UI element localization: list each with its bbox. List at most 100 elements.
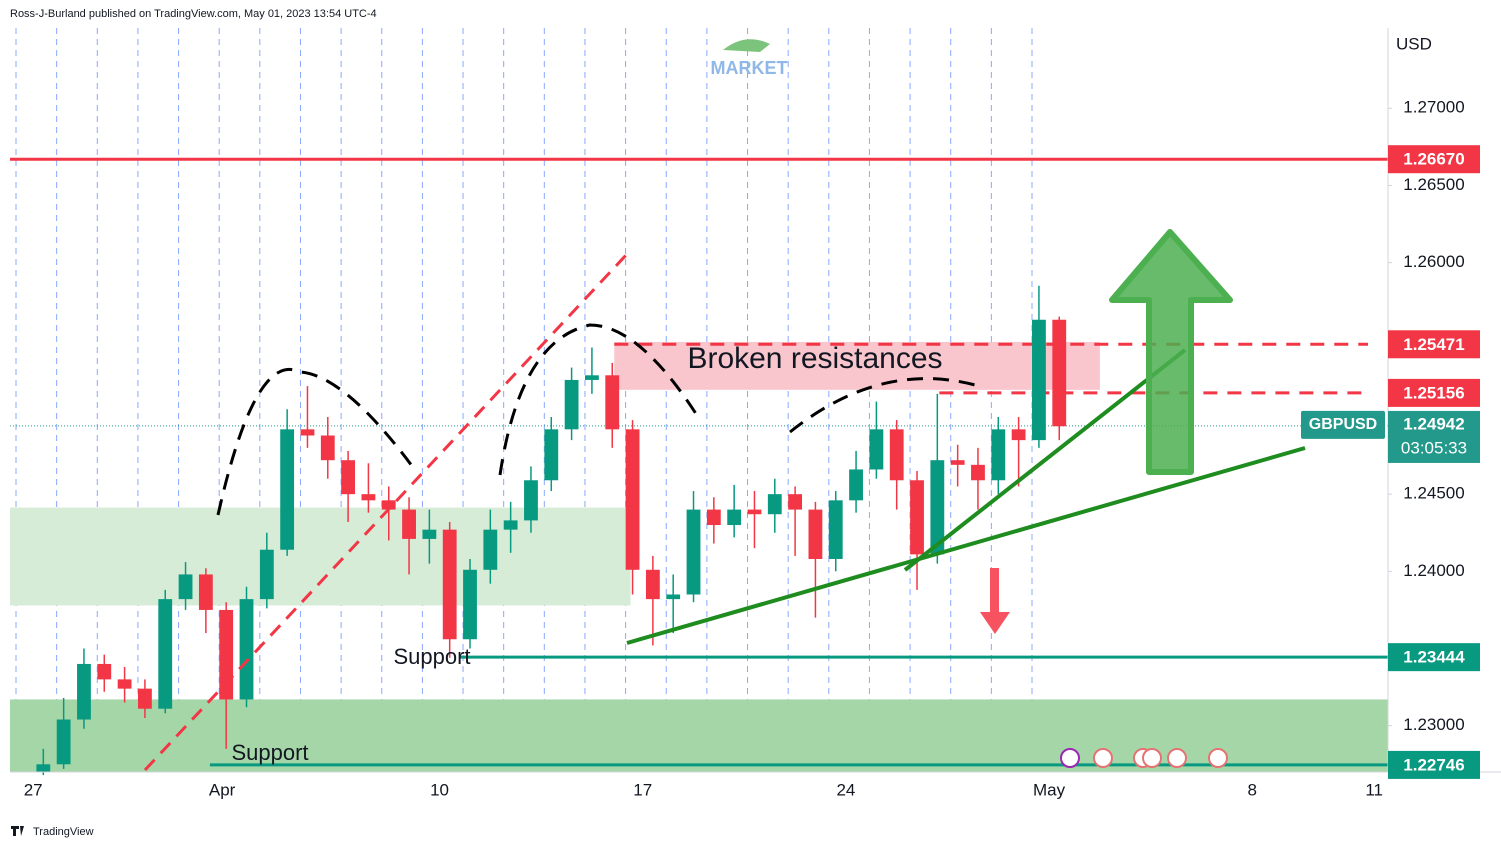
candle-body (645, 569, 660, 600)
price-label: 1.25471 (1403, 335, 1464, 354)
candle-body (686, 509, 701, 595)
event-icon (1142, 748, 1162, 768)
price-label-bg (1388, 145, 1480, 174)
event-icon (1093, 748, 1113, 768)
header: Ross-J-Burland published on TradingView.… (10, 8, 377, 20)
candle-body (889, 429, 904, 481)
candle-body (402, 509, 416, 539)
candle-body (950, 460, 965, 465)
event-icon (1208, 748, 1228, 768)
candle-body (36, 764, 51, 772)
candle-body (320, 435, 335, 461)
price-label: 1.22746 (1403, 755, 1464, 774)
event-icon (1060, 748, 1080, 768)
logo: MARKET (711, 58, 788, 78)
candle-body (1011, 429, 1026, 441)
session-breaks (15, 28, 1033, 772)
current-price-bg (1388, 410, 1480, 463)
y-tick-label: 1.24000 (1403, 561, 1464, 580)
candle-body (767, 494, 782, 515)
drawings (143, 251, 1306, 772)
current-price-label: 1.24942 (1403, 414, 1464, 433)
candle-body (930, 460, 945, 555)
candle-body (971, 464, 985, 481)
trend-channel (143, 251, 630, 772)
pattern-curve (216, 367, 417, 516)
x-tick-label: 8 (1248, 780, 1257, 799)
event-icon (1167, 748, 1187, 768)
zone (10, 507, 631, 606)
candle-body (361, 494, 376, 501)
price-label-bg (1388, 643, 1480, 672)
footer-logo (11, 826, 24, 836)
x-tick-label: 24 (836, 780, 855, 799)
zone (614, 341, 1100, 390)
trend-line (903, 348, 1187, 572)
pattern-curve (498, 323, 702, 476)
annotation: Broken resistances (687, 342, 942, 375)
candles (36, 285, 1067, 776)
candle-body (442, 529, 457, 640)
pattern-curve (789, 377, 976, 434)
logo-mark (723, 39, 770, 52)
candle-body (381, 500, 396, 510)
annotation: Support (231, 740, 308, 765)
candle-body (585, 375, 599, 380)
footer: TradingView (33, 826, 94, 838)
candle-body (910, 480, 924, 555)
x-tick-label: 10 (430, 780, 449, 799)
symbol-label: GBPUSD (1309, 416, 1377, 433)
up-arrow (1109, 229, 1233, 475)
candle-body (828, 500, 843, 559)
candle-body (788, 494, 803, 510)
x-tick-label: Apr (209, 780, 236, 799)
candle-body (463, 569, 477, 640)
y-tick-label: 1.26500 (1403, 175, 1464, 194)
candle-body (198, 574, 213, 610)
candle-body (849, 469, 863, 501)
candle-body (341, 460, 356, 495)
candle-body (706, 509, 721, 526)
candle-body (808, 509, 823, 559)
candle-body (991, 429, 1006, 481)
candle-body (625, 429, 640, 570)
candle-body (117, 679, 132, 689)
x-tick-label: May (1033, 780, 1066, 799)
x-tick-label: 11 (1365, 780, 1383, 799)
y-tick-label: 1.24500 (1403, 484, 1464, 503)
candle-body (422, 529, 437, 539)
candle-body (239, 599, 254, 700)
countdown: 03:05:33 (1401, 438, 1467, 457)
candle-body (280, 429, 295, 550)
candle-body (503, 520, 518, 530)
y-tick-label: 1.26000 (1403, 252, 1464, 271)
candle-body (77, 663, 91, 720)
header-bar (0, 0, 1501, 26)
candle-body (1052, 319, 1067, 427)
candle-body (605, 375, 620, 430)
candle-body (869, 429, 884, 470)
price-label: 1.23444 (1403, 648, 1465, 667)
event-icons (1060, 748, 1228, 768)
candle-body (219, 609, 234, 700)
down-arrow (980, 568, 1010, 634)
currency: USD (1396, 34, 1432, 53)
x-tick-label: 27 (24, 780, 43, 799)
price-label-bg (1388, 330, 1480, 359)
price-label-bg (1388, 750, 1480, 779)
y-tick-label: 1.27000 (1403, 98, 1464, 117)
trend-line (626, 446, 1306, 645)
price-label: 1.26670 (1403, 150, 1464, 169)
candle-body (524, 480, 538, 521)
candle-body (483, 529, 498, 570)
symbol-label-bg (1301, 410, 1385, 439)
candle-body (56, 719, 71, 765)
price-label-bg (1388, 378, 1480, 407)
candle-body (300, 429, 315, 436)
candle-body (564, 379, 579, 430)
candle-body (138, 688, 152, 709)
candle-body (178, 574, 193, 600)
levels (10, 157, 1388, 767)
candle-body (727, 509, 742, 526)
